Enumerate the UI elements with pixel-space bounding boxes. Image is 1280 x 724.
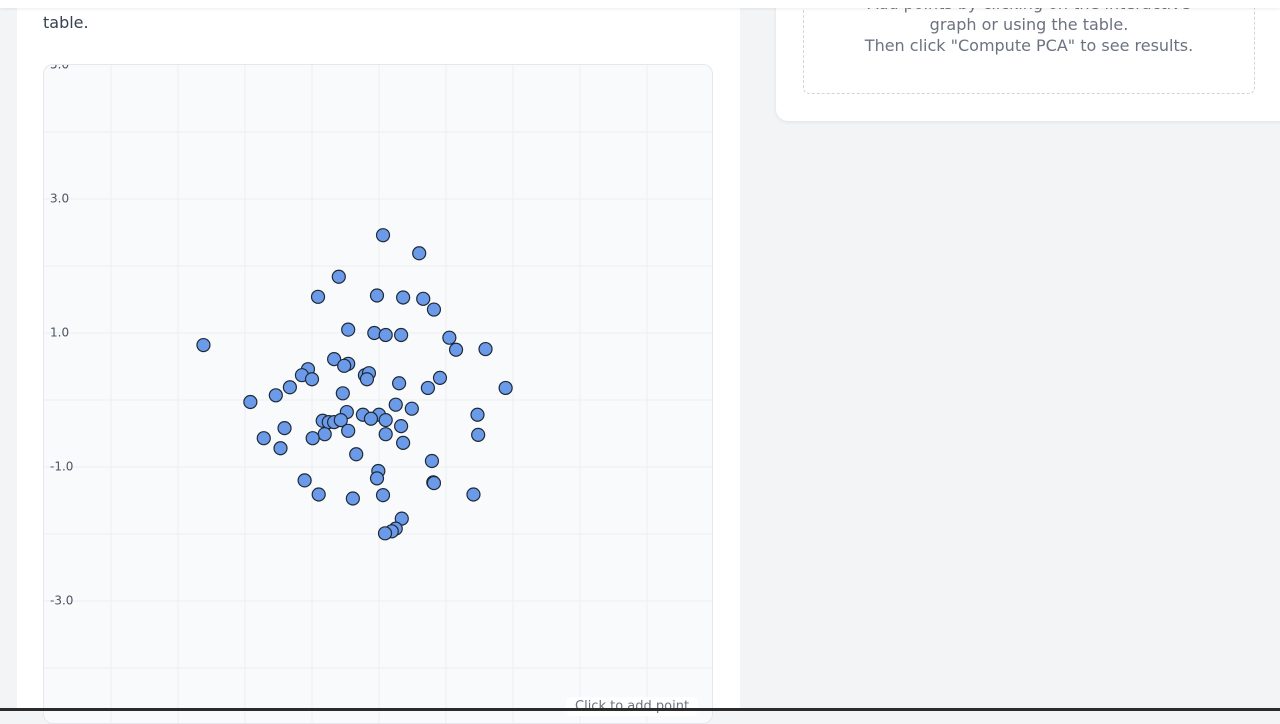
y-tick-label: -1.0 [50,460,73,474]
point[interactable] [363,411,379,426]
point[interactable] [317,427,332,442]
help-box [803,0,1255,94]
point[interactable] [243,394,258,410]
point[interactable] [478,341,493,357]
point[interactable] [375,488,391,503]
point[interactable] [297,473,312,488]
point[interactable] [442,330,457,345]
point[interactable] [396,435,411,450]
point[interactable] [426,475,442,491]
point[interactable] [349,447,364,462]
point[interactable] [331,269,346,284]
point[interactable] [448,342,464,357]
point[interactable] [305,431,320,446]
point[interactable] [426,302,442,317]
help-line: Then click "Compute PCA" to see results. [864,36,1194,55]
point[interactable] [378,427,393,442]
point[interactable] [359,372,375,387]
intro-text: table. [43,13,89,32]
y-tick-label: 3.0 [50,192,69,206]
plot-area[interactable]: 5.0 3.0 1.0 -1.0 -3.0 [43,64,713,724]
point[interactable] [412,246,427,261]
right-panel [776,0,1280,121]
point[interactable] [345,491,360,506]
point[interactable] [327,352,342,367]
point[interactable] [311,487,326,502]
point[interactable] [498,380,513,396]
header-bar [0,0,1280,8]
point[interactable] [378,327,393,343]
point[interactable] [256,431,271,446]
point[interactable] [466,487,481,502]
point[interactable] [432,370,448,385]
point[interactable] [471,427,486,442]
point[interactable] [196,337,211,353]
point[interactable] [337,358,352,373]
y-tick-label: 5.0 [50,65,69,72]
point[interactable] [335,386,350,401]
point[interactable] [375,228,391,243]
point[interactable] [416,291,431,306]
point[interactable] [333,413,348,428]
point[interactable] [388,397,403,412]
point[interactable] [396,290,411,305]
point[interactable] [268,388,283,403]
point[interactable] [341,423,356,438]
y-tick-label: -3.0 [50,594,73,608]
point[interactable] [394,419,409,434]
point[interactable] [392,376,407,391]
point[interactable] [377,526,393,541]
scatter-chart[interactable]: 5.0 3.0 1.0 -1.0 -3.0 [44,65,713,724]
point[interactable] [304,372,320,387]
point[interactable] [310,289,326,304]
y-tick-label: 1.0 [50,326,69,340]
hint-label: Click to add point [566,697,699,716]
point[interactable] [404,401,419,416]
point[interactable] [420,380,436,396]
point[interactable] [282,380,297,395]
point[interactable] [394,327,409,343]
point[interactable] [378,413,393,428]
window-edge [0,708,1280,711]
point[interactable] [277,421,292,436]
point[interactable] [369,471,385,486]
point[interactable] [424,453,440,469]
point[interactable] [369,288,385,303]
point[interactable] [273,441,288,456]
point[interactable] [341,322,356,337]
point[interactable] [470,407,485,422]
help-line: graph or using the table. [929,15,1129,34]
point[interactable] [367,325,382,341]
